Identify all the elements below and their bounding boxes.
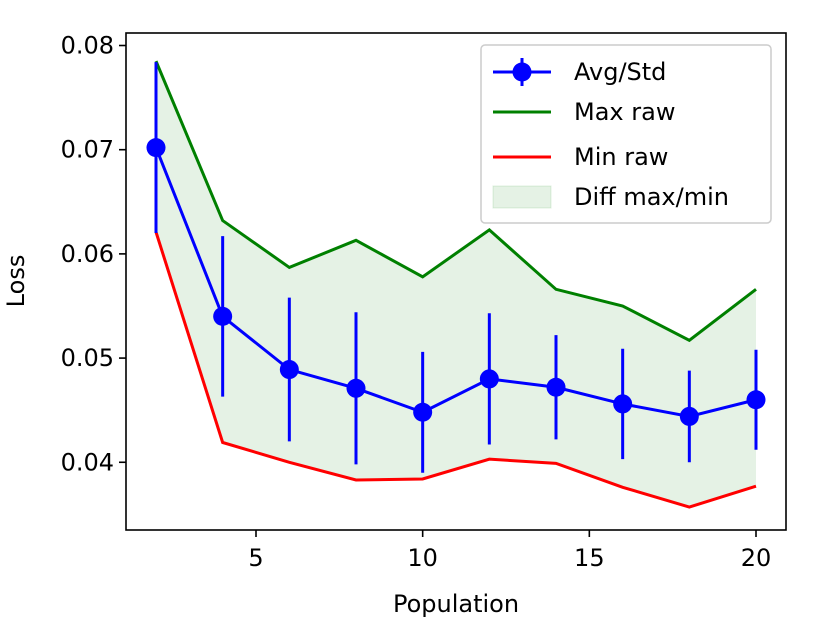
x-tick-label: 20 (741, 544, 772, 572)
avg-std-point (279, 360, 299, 380)
y-tick-label: 0.04 (61, 448, 114, 476)
y-tick-label: 0.08 (61, 32, 114, 60)
x-tick-label: 15 (574, 544, 605, 572)
avg-std-point (546, 377, 566, 397)
legend-diff-max-min-patch (492, 185, 552, 209)
diff-max-min-area (156, 61, 756, 508)
y-tick-label: 0.07 (61, 136, 114, 164)
y-tick-label: 0.05 (61, 344, 114, 372)
avg-std-point (746, 390, 766, 410)
legend-label: Max raw (574, 98, 675, 126)
legend-label: Avg/Std (574, 58, 666, 86)
avg-std-point (413, 402, 433, 422)
legend-box (480, 44, 772, 224)
avg-std-line (154, 147, 757, 418)
x-axis-label: Population (393, 590, 519, 618)
axis-ticks: 5 10 15 20 0.04 0.05 0.06 0.07 0.08 (61, 32, 772, 572)
min-raw-line (154, 231, 757, 509)
avg-std-point (146, 138, 166, 158)
max-raw-line (154, 60, 757, 343)
x-tick-label: 5 (248, 544, 263, 572)
x-tick-label: 10 (407, 544, 438, 572)
legend-label: Min raw (574, 143, 668, 171)
legend-label: Diff max/min (574, 183, 729, 211)
avg-std-point (346, 378, 366, 398)
y-axis-label: Loss (2, 255, 30, 308)
legend: Avg/Std Max raw Min raw Diff max/min (480, 44, 772, 224)
avg-std-point (479, 369, 499, 389)
avg-std-point (613, 394, 633, 414)
avg-std-point (213, 306, 233, 326)
y-tick-label: 0.06 (61, 240, 114, 268)
axes-frame (125, 32, 787, 531)
plot-area (146, 60, 766, 509)
legend-avg-std-marker (512, 62, 532, 82)
avg-std-point (679, 406, 699, 426)
